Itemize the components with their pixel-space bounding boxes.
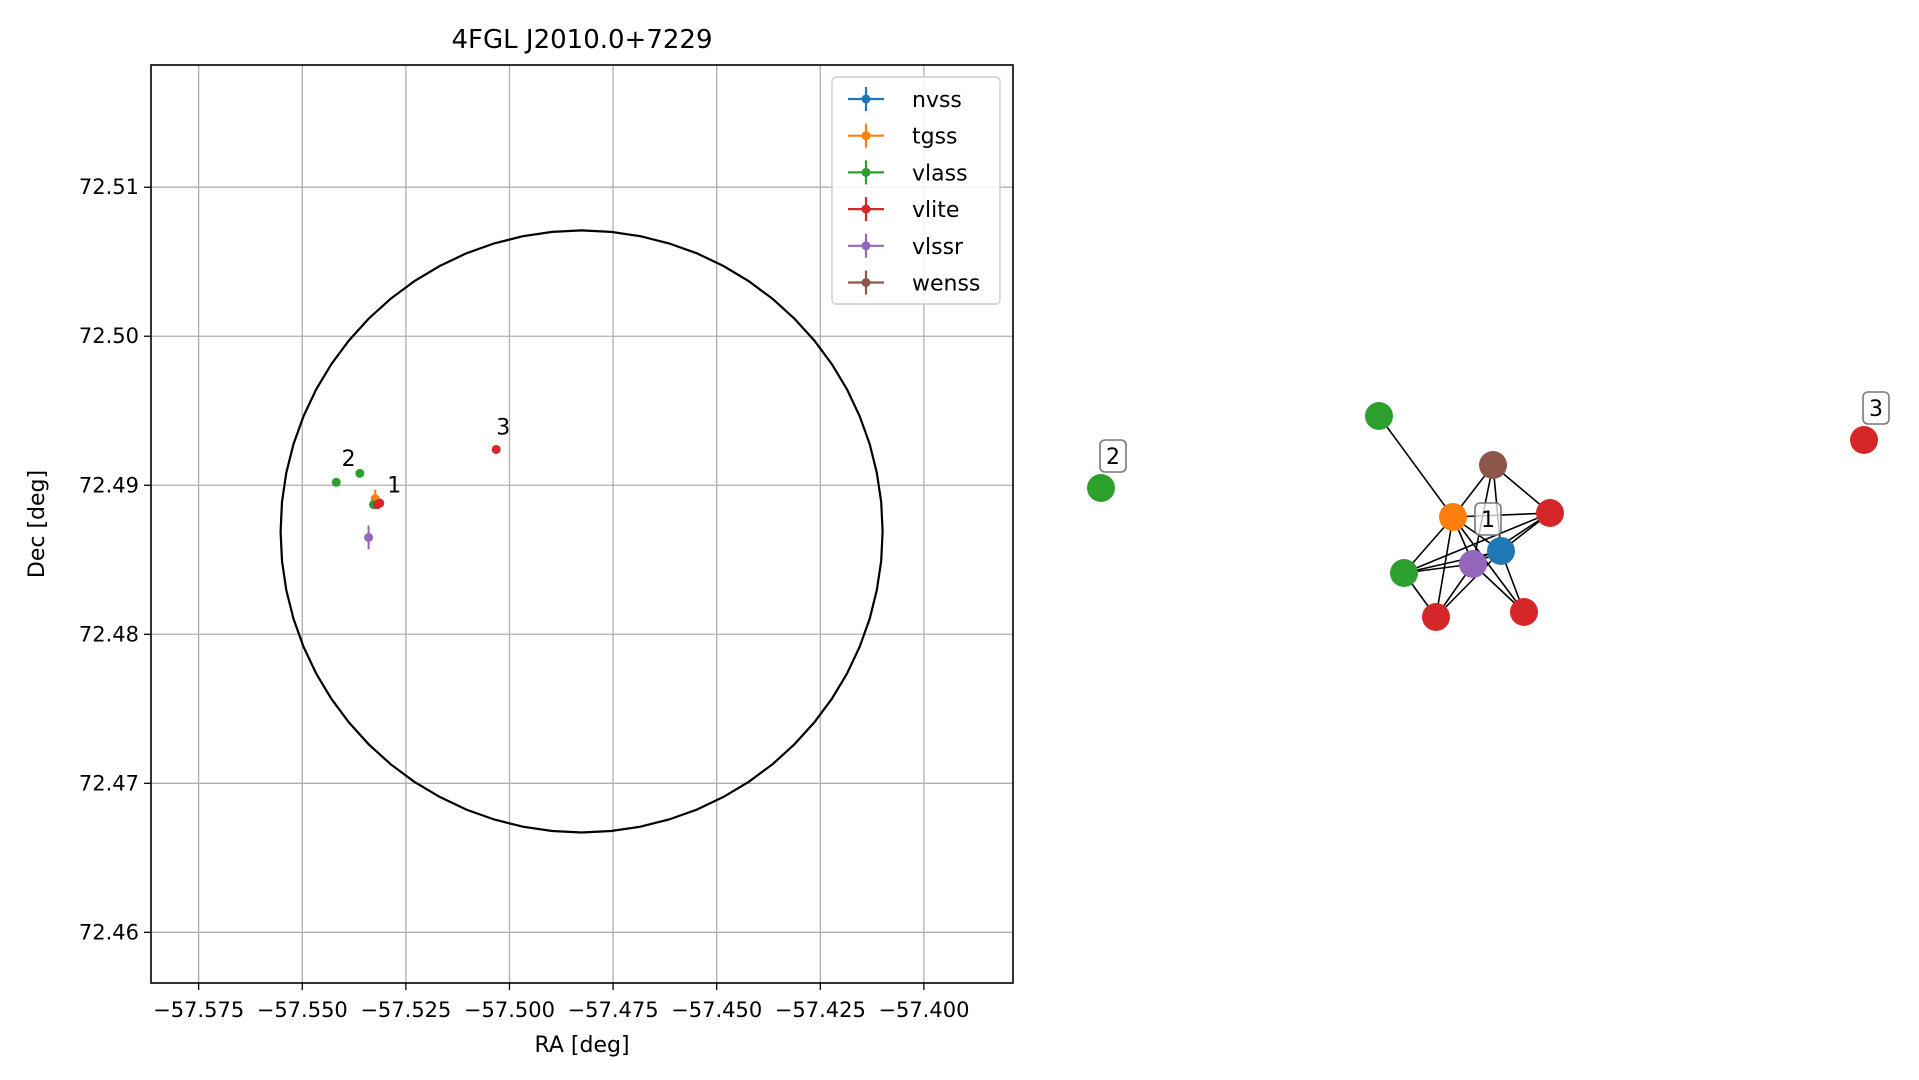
legend-item-nvss: nvss [848, 87, 962, 113]
x-tick-label: −57.475 [568, 998, 659, 1022]
network-node [1365, 402, 1393, 430]
point-marker [355, 468, 365, 478]
legend-marker [861, 94, 871, 104]
network-node [1422, 603, 1450, 631]
network-nodes [1087, 402, 1878, 631]
point-annotations: 1 2 3 [342, 416, 511, 499]
point-label: 2 [342, 447, 356, 472]
data-points [331, 444, 501, 550]
network-label-box [1474, 502, 1502, 536]
x-tick-label: −57.400 [878, 998, 969, 1022]
network-label-3: 3 [1862, 391, 1890, 425]
network-node [1510, 598, 1538, 626]
legend-marker [861, 131, 871, 141]
point-marker [364, 532, 374, 542]
legend-label: tgss [912, 125, 958, 150]
network-edge [1403, 550, 1502, 574]
legend: nvss tgss vlass vlite vlssr wenss [831, 76, 1001, 305]
association-network: 1 2 3 [1087, 391, 1890, 631]
legend-item-tgss: tgss [848, 123, 958, 150]
sky-scatter-plot: 123 −57.575 −57.550 −57.525 −57.500 −57.475−… [25, 25, 1014, 1058]
legend-item-vlite: vlite [848, 197, 959, 223]
x-tick-label: −57.425 [775, 998, 866, 1022]
y-axis-label: Dec [deg] [25, 470, 50, 578]
x-tick-label: −57.450 [671, 998, 762, 1022]
y-tick-label: 72.47 [79, 771, 139, 795]
localization-circle [279, 229, 884, 834]
network-labels: 1 2 3 [1099, 391, 1890, 536]
x-ticks: −57.575 −57.550 −57.525 −57.500 −57.475 −57.4… [153, 983, 969, 1022]
network-node [1439, 503, 1467, 531]
data-point-vlite [375, 498, 385, 508]
point-marker [375, 498, 385, 508]
network-node [1390, 559, 1418, 587]
legend-marker [861, 167, 871, 177]
x-tick-label: −57.550 [257, 998, 348, 1022]
x-tick-label: −57.525 [360, 998, 451, 1022]
network-edge [1435, 550, 1502, 618]
x-axis-label: RA [deg] [534, 1033, 629, 1058]
network-node [1536, 499, 1564, 527]
legend-item-vlass: vlass [848, 160, 968, 186]
legend-label: vlass [912, 161, 968, 186]
network-edge [1403, 512, 1551, 574]
network-label-text: 1 [1481, 508, 1495, 533]
x-grid [198, 65, 925, 983]
legend-marker [861, 204, 871, 214]
plot-frame [150, 64, 1014, 984]
legend-marker [861, 278, 871, 287]
legend-item-wenss: wenss [848, 270, 980, 297]
network-node [1087, 474, 1115, 502]
chart-title: 4FGL J2010.0+7229 [452, 25, 713, 55]
network-edge [1378, 415, 1454, 518]
y-tick-label: 72.51 [79, 175, 139, 199]
y-tick-label: 72.48 [79, 622, 139, 646]
data-point-vlite [491, 444, 501, 454]
point-label: 1 [387, 474, 401, 499]
y-tick-label: 72.49 [79, 473, 139, 497]
network-edge [1472, 512, 1551, 565]
network-node [1850, 426, 1878, 454]
y-tick-label: 72.46 [79, 920, 139, 944]
x-tick-label: −57.500 [464, 998, 555, 1022]
legend-marker [861, 241, 871, 251]
network-label-text: 3 [1869, 397, 1883, 422]
network-node [1479, 451, 1507, 479]
network-node [1459, 550, 1487, 578]
data-point-vlass [355, 468, 365, 478]
y-ticks: 72.46 72.47 72.48 72.49 72.50 72.51 [79, 175, 151, 944]
network-label-1: 1 [1474, 502, 1502, 536]
legend-box [831, 76, 1001, 305]
legend-label: wenss [912, 272, 980, 297]
network-label-box [1862, 391, 1890, 425]
x-tick-label: −57.575 [153, 998, 244, 1022]
network-label-text: 2 [1106, 445, 1120, 470]
y-tick-label: 72.50 [79, 324, 139, 348]
network-node [1487, 537, 1515, 565]
network-label-2: 2 [1099, 439, 1127, 473]
point-label: 3 [496, 416, 510, 441]
data-point-vlass [331, 477, 341, 487]
data-point-vlssr [364, 525, 374, 550]
point-marker [331, 477, 341, 487]
legend-label: vlite [912, 198, 959, 223]
legend-label: vlssr [912, 235, 964, 260]
legend-item-vlssr: vlssr [848, 233, 964, 260]
point-marker [491, 444, 501, 454]
network-label-box [1099, 439, 1127, 473]
legend-label: nvss [912, 88, 962, 113]
